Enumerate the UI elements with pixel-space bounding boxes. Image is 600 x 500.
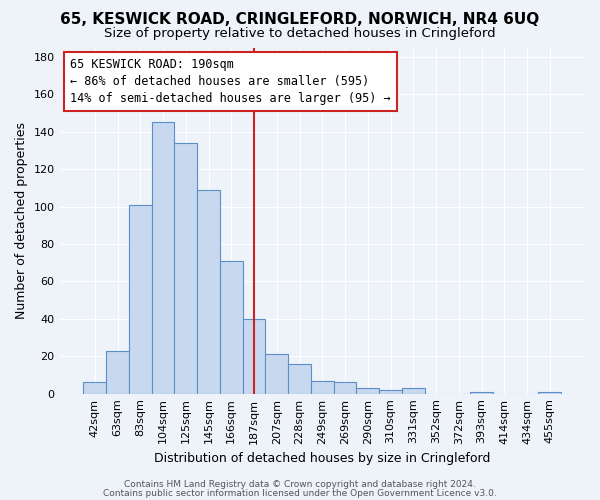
Text: Size of property relative to detached houses in Cringleford: Size of property relative to detached ho… (104, 28, 496, 40)
Text: 65, KESWICK ROAD, CRINGLEFORD, NORWICH, NR4 6UQ: 65, KESWICK ROAD, CRINGLEFORD, NORWICH, … (61, 12, 539, 28)
Bar (152, 122, 175, 394)
Bar (83, 382, 106, 394)
Bar (538, 392, 561, 394)
Bar (106, 350, 129, 394)
Bar (220, 261, 242, 394)
Text: Contains HM Land Registry data © Crown copyright and database right 2024.: Contains HM Land Registry data © Crown c… (124, 480, 476, 489)
Bar (242, 319, 265, 394)
Bar (197, 190, 220, 394)
Text: 65 KESWICK ROAD: 190sqm
← 86% of detached houses are smaller (595)
14% of semi-d: 65 KESWICK ROAD: 190sqm ← 86% of detache… (70, 58, 391, 105)
Bar (470, 392, 493, 394)
Bar (311, 380, 334, 394)
Bar (379, 390, 402, 394)
Bar (265, 354, 288, 394)
Bar (175, 143, 197, 394)
Text: Contains public sector information licensed under the Open Government Licence v3: Contains public sector information licen… (103, 488, 497, 498)
X-axis label: Distribution of detached houses by size in Cringleford: Distribution of detached houses by size … (154, 452, 490, 465)
Bar (334, 382, 356, 394)
Bar (129, 204, 152, 394)
Bar (288, 364, 311, 394)
Y-axis label: Number of detached properties: Number of detached properties (15, 122, 28, 319)
Bar (356, 388, 379, 394)
Bar (402, 388, 425, 394)
